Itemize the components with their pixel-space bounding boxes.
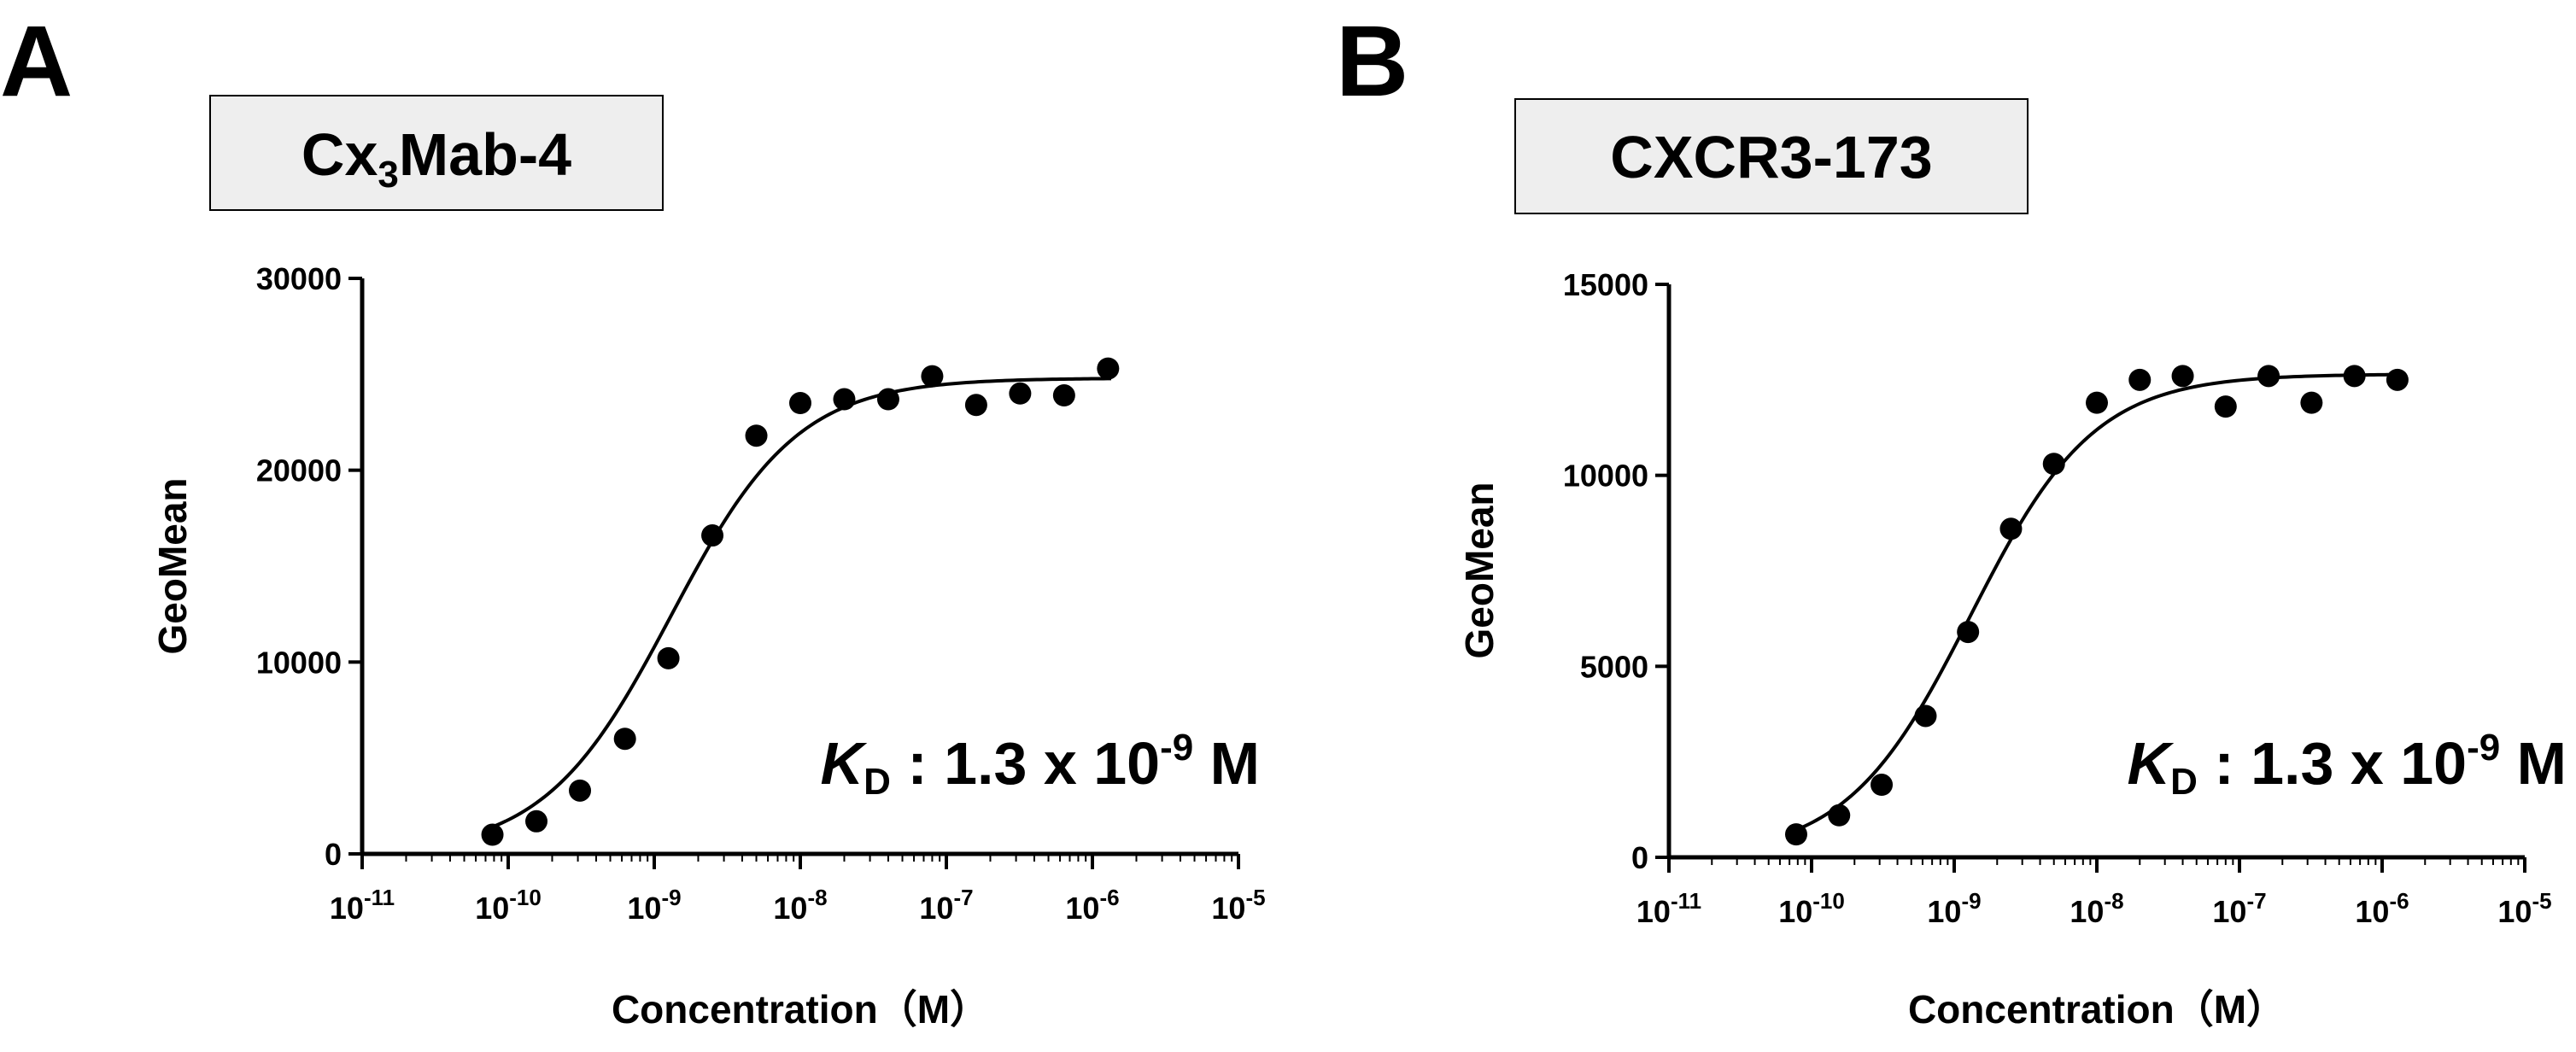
title-subscript: 3 [378,154,398,196]
x-tick-label: 10-11 [330,885,395,926]
data-point [481,823,504,846]
kd-value: : 1.3 x 10 [2198,730,2467,797]
title-box [209,95,664,211]
kd-symbol: K [821,730,868,797]
x-tick-label: 10-11 [1636,888,1701,929]
kd-subscript: D [2170,761,2198,803]
data-point [789,392,811,415]
data-points [481,357,1120,846]
y-tick-label: 0 [1631,840,1648,875]
y-tick-label: 20000 [256,453,342,488]
data-point [1871,774,1894,797]
data-point [2257,365,2280,388]
data-point [701,524,724,547]
x-tick-label: 10-9 [627,885,681,926]
x-axis-label: Concentration（M） [612,987,989,1032]
chart-title: CXCR3-173 [1610,124,1932,190]
data-point [1784,823,1807,846]
kd-exponent: -9 [1160,727,1193,769]
y-ticks: 0 5000 10000 15000 [1563,267,1669,875]
chart-title: Cx3Mab-4 [302,121,571,196]
data-point [2171,365,2194,388]
x-tick-label: 10-5 [1211,885,1265,926]
data-point [921,365,944,388]
panel-letter: B [1336,5,1408,118]
data-point [525,809,548,833]
y-tick-label: 30000 [256,261,342,296]
data-point [2042,453,2065,476]
y-axis-label: GeoMean [150,477,195,654]
y-tick-label: 0 [325,837,342,872]
data-point [1957,621,1980,644]
x-tick-label: 10-8 [2070,888,2123,929]
x-tick-label: 10-5 [2497,888,2551,929]
data-point [964,394,987,417]
x-ticks: 10-11 10-10 10-9 10-8 10-7 10-6 10-5 [1636,857,2552,929]
kd-unit: M [1193,730,1260,797]
y-tick-label: 15000 [1563,267,1648,302]
data-point [1914,704,1937,728]
data-point [1052,384,1075,407]
x-tick-label: 10-7 [2212,888,2266,929]
y-tick-label: 10000 [1563,459,1648,494]
data-point [657,646,680,669]
data-point [2128,368,2152,391]
y-tick-label: 10000 [256,645,342,680]
data-point [745,424,768,447]
data-point [2386,368,2409,391]
kd-annotation: KD : 1.3 x 10-9 M [821,727,1260,803]
y-tick-label: 5000 [1580,649,1648,684]
x-tick-label: 10-6 [2355,888,2409,929]
data-point [876,388,899,411]
data-point [2214,395,2237,418]
kd-subscript: D [864,761,891,803]
data-point [833,388,856,411]
data-point [2086,391,2108,414]
fit-curve [485,377,1111,832]
y-axis-label: GeoMean [1457,482,1502,658]
kd-unit: M [2500,730,2567,797]
data-point [1828,804,1851,827]
title-rest: Mab-4 [399,121,571,188]
data-points [1784,365,2409,846]
y-ticks: 0 10000 20000 30000 [256,261,362,872]
x-axis-label: Concentration（M） [1908,987,2286,1032]
x-tick-label: 10-10 [475,885,542,926]
data-point [1999,517,2023,541]
x-ticks: 10-11 10-10 10-9 10-8 10-7 10-6 10-5 [330,854,1266,926]
data-point [569,779,592,802]
title-box [1514,98,2029,214]
data-point [2300,391,2323,414]
data-point [613,728,636,751]
x-tick-label: 10-9 [1927,888,1981,929]
panel-letter: A [0,5,73,118]
x-tick-label: 10-6 [1065,885,1119,926]
data-point [1009,382,1032,405]
title-base: Cx [302,121,378,188]
x-tick-label: 10-10 [1778,888,1845,929]
fit-curve [1789,372,2401,834]
kd-value: : 1.3 x 10 [891,730,1160,797]
data-point [2343,365,2366,388]
x-tick-label: 10-7 [919,885,973,926]
kd-exponent: -9 [2467,727,2500,769]
data-point [1097,357,1120,380]
title-base: CXCR3-173 [1610,124,1932,190]
kd-annotation: KD : 1.3 x 10-9 M [2128,727,2567,803]
kd-symbol: K [2128,730,2175,797]
x-tick-label: 10-8 [773,885,827,926]
